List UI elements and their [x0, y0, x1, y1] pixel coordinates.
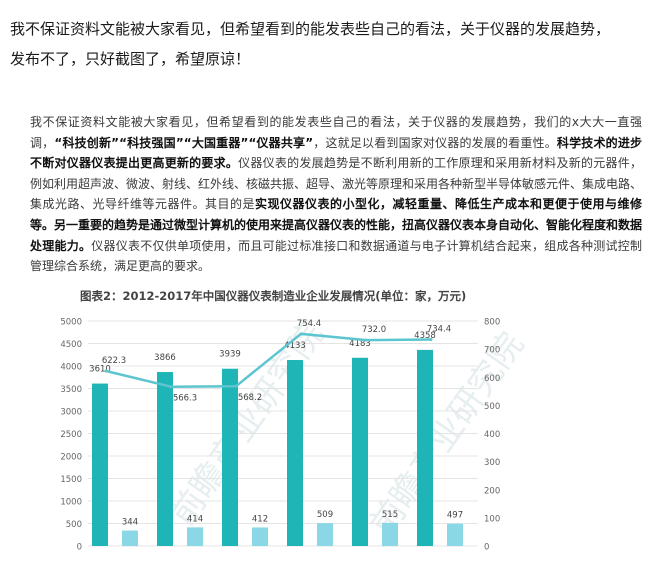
left-axis-tick-label: 0 [77, 543, 82, 553]
line-data-label: 622.3 [102, 356, 126, 366]
bar-secondary [122, 530, 138, 546]
right-axis-tick-label: 700 [484, 346, 500, 356]
bar-enterprises [417, 349, 433, 546]
article-bold-text: 科学技术的进步不断对仪器仪表提出更高更新的要求。 [30, 135, 643, 171]
bar-enterprises [92, 383, 108, 546]
bar-secondary [447, 523, 463, 546]
article-quote: “仪器共享” [248, 135, 314, 150]
line-point [429, 337, 433, 341]
bar-enterprises [157, 372, 173, 546]
article-text: ，这就足以看到国家对仪器的发展的看重性。 [313, 135, 557, 150]
heading-line-2: 发布不了，只好截图了，希望原谅！ [10, 50, 251, 68]
article-text: 仪器仪表不仅供单项使用，而且可能过标准接口和数据通道与电子计算机结合起来，组成各… [30, 238, 642, 274]
bar-secondary [382, 522, 398, 546]
article-quote: “大国重器” [183, 135, 249, 150]
left-axis-tick-label: 2000 [60, 453, 82, 463]
article-bold-text: 实现仪器仪表的小型化，减轻重量、降低生产成本和更便于使用与维修等。另一重要的趋势… [30, 197, 643, 253]
line-data-label: 754.4 [297, 319, 321, 329]
right-axis-tick-label: 0 [484, 543, 489, 553]
article-quote: “科技创新” [54, 135, 120, 150]
bar-data-label: 414 [187, 514, 203, 524]
line-point [364, 338, 368, 342]
bar-enterprises [222, 368, 238, 546]
bar-secondary [317, 523, 333, 546]
chart-svg: 前瞻产业研究院 前瞻产业研究院05001000150020002500300035… [60, 315, 532, 553]
bar-data-label: 4183 [349, 339, 371, 349]
right-axis-tick-label: 500 [484, 402, 500, 412]
left-axis-tick-label: 5000 [60, 318, 82, 328]
article-body: 我不保证资料文能被大家看见，但希望看到的能发表些自己的看法，关于仪器的发展趋势，… [30, 112, 642, 277]
bar-data-label: 3610 [89, 365, 111, 375]
heading-line-1: 我不保证资料文能被大家看见，但希望看到的能发表些自己的看法，关于仪器的发展趋势， [10, 20, 611, 38]
watermark-text: 前瞻产业研究院 [163, 315, 332, 533]
bar-data-label: 3939 [219, 350, 241, 360]
right-axis-tick-label: 300 [484, 458, 500, 468]
line-point [234, 384, 238, 388]
left-axis-tick-label: 1000 [60, 498, 82, 508]
right-axis-tick-label: 400 [484, 430, 500, 440]
line-point [104, 369, 108, 373]
line-point [299, 332, 303, 336]
bar-data-label: 4133 [284, 341, 306, 351]
bar-data-label: 4358 [414, 331, 436, 341]
bar-enterprises [352, 357, 368, 546]
bar-secondary [187, 527, 203, 546]
bar-enterprises [287, 360, 303, 546]
article-text: 我不保证资料文能被大家看见，但希望看到的能发表些自己的看法，关于仪器的发展趋势，… [30, 115, 642, 150]
bar-secondary [252, 527, 268, 546]
left-axis-tick-label: 4500 [60, 340, 82, 350]
line-data-label: 568.2 [238, 393, 262, 403]
right-axis-tick-label: 800 [484, 318, 500, 328]
right-axis-tick-label: 200 [484, 486, 500, 496]
line-data-label: 732.0 [362, 325, 386, 335]
line-point [169, 385, 173, 389]
left-axis-tick-label: 3000 [60, 408, 82, 418]
bar-data-label: 509 [317, 510, 333, 520]
bar-data-label: 497 [447, 511, 463, 521]
bar-data-label: 3866 [154, 353, 176, 363]
bar-data-label: 412 [252, 514, 268, 524]
line-data-label: 566.3 [173, 394, 197, 404]
line-data-label: 734.4 [427, 324, 451, 334]
line-series [105, 332, 432, 388]
left-axis-tick-label: 3500 [60, 385, 82, 395]
article-quote: “科技强国” [119, 135, 184, 150]
left-axis-tick-label: 4000 [60, 363, 82, 373]
chart-figure: 图表2：2012-2017年中国仪器仪表制造业企业发展情况(单位：家，万元) 前… [58, 288, 653, 575]
right-axis-tick-label: 600 [484, 374, 500, 384]
left-axis-tick-label: 1500 [60, 475, 82, 485]
post-heading: 我不保证资料文能被大家看见，但希望看到的能发表些自己的看法，关于仪器的发展趋势，… [10, 14, 660, 74]
chart-title: 图表2：2012-2017年中国仪器仪表制造业企业发展情况(单位：家，万元) [80, 289, 467, 303]
left-axis-tick-label: 500 [66, 520, 82, 530]
right-axis-tick-label: 100 [484, 514, 500, 524]
article-text: 仪器仪表的发展趋势是不断利用新的工作原理和采用新材料及新的元器件，例如利用超声波… [30, 156, 643, 212]
bar-data-label: 515 [382, 510, 398, 520]
left-axis-tick-label: 2500 [60, 430, 82, 440]
bar-data-label: 344 [122, 518, 138, 528]
